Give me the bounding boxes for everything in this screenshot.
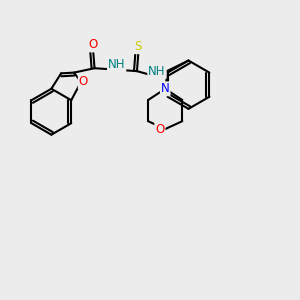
Text: NH: NH xyxy=(148,65,166,78)
Text: N: N xyxy=(161,82,170,95)
Text: O: O xyxy=(155,122,164,136)
Text: NH: NH xyxy=(108,58,125,71)
Text: O: O xyxy=(88,38,98,51)
Text: S: S xyxy=(135,40,142,53)
Text: O: O xyxy=(79,75,88,88)
